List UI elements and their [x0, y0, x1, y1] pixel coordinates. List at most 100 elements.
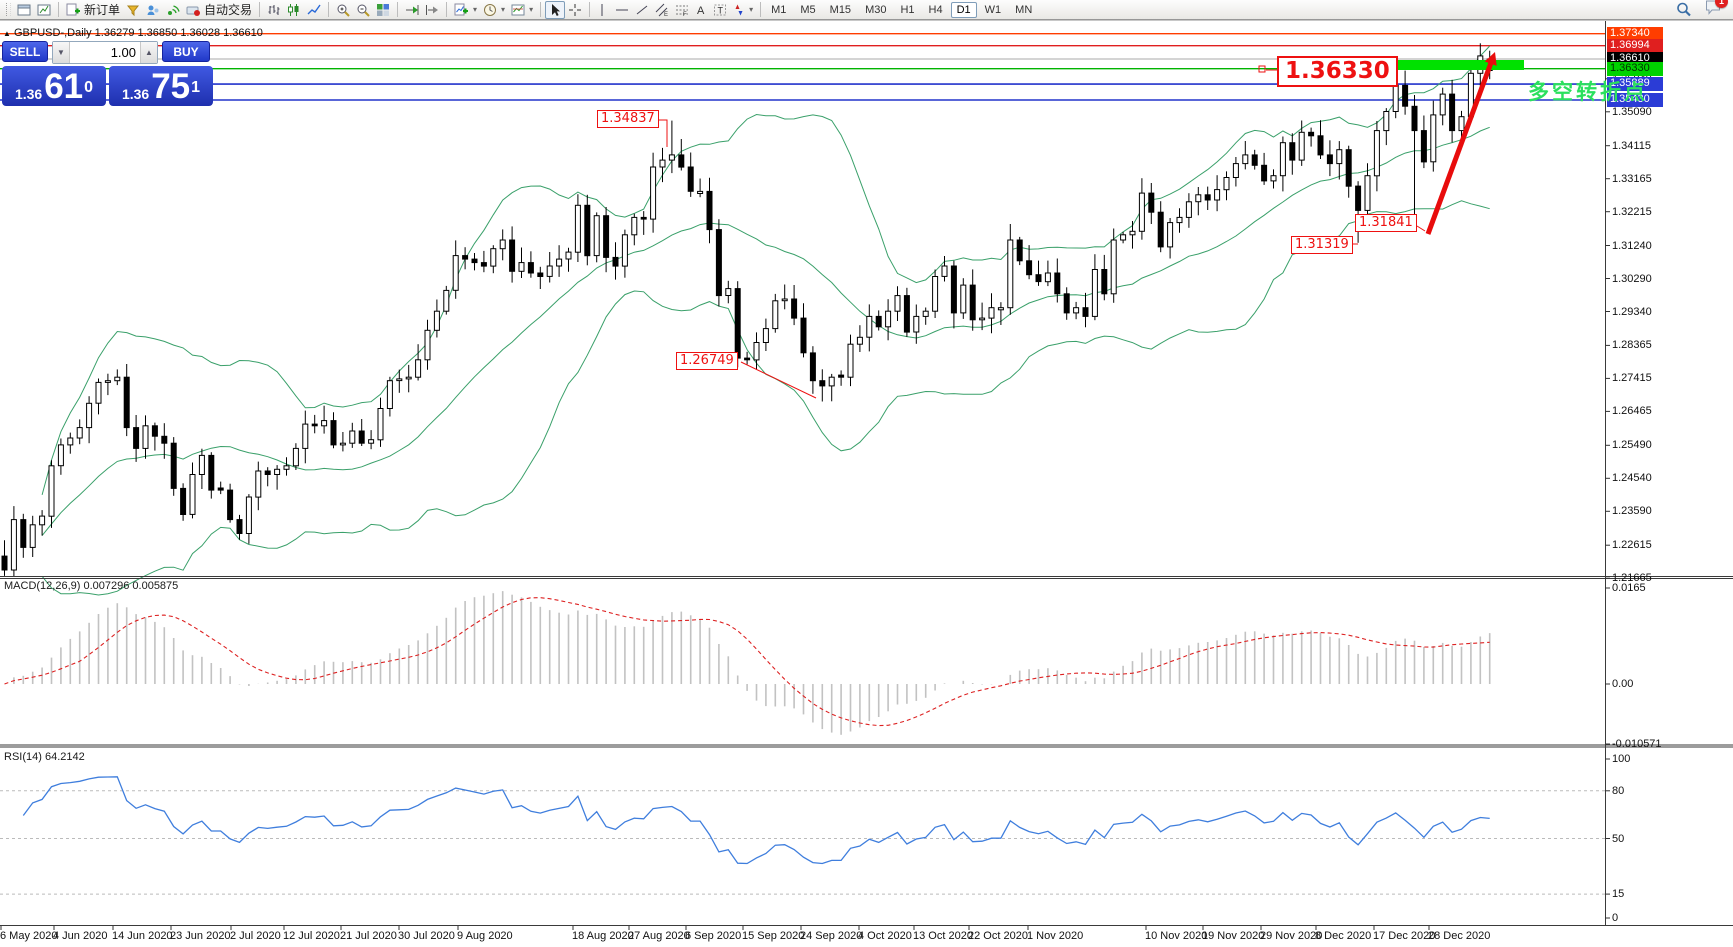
- rsi-tick-15: 15: [1612, 888, 1625, 901]
- trend-arrow: [1425, 58, 1495, 235]
- macd-label: MACD(12,26,9) 0.007296 0.005875: [4, 580, 179, 592]
- new-order-button[interactable]: 新订单: [63, 1, 123, 19]
- timeframe-button-MN[interactable]: MN: [1009, 2, 1038, 18]
- price-tick-1.22615: 1.22615: [1612, 539, 1652, 552]
- arrows-icon: [733, 3, 745, 17]
- annotation-level-1-36330[interactable]: 1.36330: [1277, 56, 1398, 87]
- horizontal-line-icon: [615, 3, 629, 17]
- date-label: 8 Dec 2020: [1315, 930, 1372, 942]
- separator: [540, 2, 542, 17]
- tile-windows-icon: [376, 3, 390, 17]
- zoom-out-button[interactable]: [353, 1, 373, 19]
- text-button[interactable]: A: [692, 1, 710, 19]
- timeframe-button-M1[interactable]: M1: [765, 2, 792, 18]
- volume-decrease-button[interactable]: ▼: [53, 42, 70, 63]
- buy-button[interactable]: BUY: [162, 41, 210, 62]
- price-tick-1.27415: 1.27415: [1612, 372, 1652, 385]
- auto-trading-button[interactable]: 自动交易: [183, 1, 255, 19]
- timeframe-button-H4[interactable]: H4: [923, 2, 949, 18]
- rsi-tick-80: 80: [1612, 784, 1625, 797]
- rsi-line: [22, 776, 1490, 865]
- signals-button[interactable]: [163, 1, 183, 19]
- periods-button[interactable]: ▾: [480, 1, 508, 19]
- date-label: 24 Sep 2020: [800, 930, 863, 942]
- bar-chart-button[interactable]: [264, 1, 284, 19]
- zoom-in-button[interactable]: [333, 1, 353, 19]
- date-label: 30 Jul 2020: [398, 930, 455, 942]
- auto-scroll-button[interactable]: [402, 1, 422, 19]
- new-chart-button[interactable]: [14, 1, 34, 19]
- rsi-tick-0: 0: [1612, 912, 1619, 924]
- chart-shift-button[interactable]: [422, 1, 442, 19]
- bollinger-upper: [41, 45, 1491, 496]
- annotation-turning-point-text[interactable]: 多空转折点: [1528, 81, 1648, 104]
- price-tick-1.35090: 1.35090: [1612, 105, 1652, 118]
- profiles-button[interactable]: [34, 1, 54, 19]
- window-collapse-icon[interactable]: ▲: [3, 29, 11, 38]
- svg-text:F: F: [683, 12, 687, 17]
- cursor-button[interactable]: [545, 0, 566, 19]
- bar-chart-icon: [267, 3, 281, 17]
- volume-increase-button[interactable]: ▲: [140, 42, 157, 63]
- price-tick-1.33165: 1.33165: [1612, 172, 1652, 185]
- price-tick-1.32215: 1.32215: [1612, 205, 1652, 218]
- sell-price-display[interactable]: 1.36 61 0: [2, 66, 106, 106]
- text-label-icon: T: [713, 3, 727, 17]
- horizontal-line-button[interactable]: [612, 1, 632, 19]
- separator: [760, 2, 762, 17]
- timeframe-button-M30[interactable]: M30: [859, 2, 892, 18]
- chevron-down-icon: ▾: [473, 5, 478, 14]
- line-chart-button[interactable]: [304, 1, 324, 19]
- price-tick-1.26465: 1.26465: [1612, 405, 1652, 418]
- text-label-button[interactable]: T: [710, 1, 730, 19]
- notifications-button[interactable]: 1: [1705, 0, 1728, 20]
- chart-preview-icon: [37, 3, 51, 17]
- chart-window-icon: [17, 3, 31, 17]
- tile-windows-button[interactable]: [373, 1, 393, 19]
- separator: [328, 2, 330, 17]
- sell-button[interactable]: SELL: [2, 41, 48, 62]
- buy-price-sup: 1: [191, 79, 201, 96]
- new-order-icon: [66, 3, 81, 17]
- candlestick-icon: [287, 3, 301, 17]
- svg-text:A: A: [697, 5, 705, 17]
- timeframe-button-M15[interactable]: M15: [824, 2, 857, 18]
- date-label: 4 Oct 2020: [858, 930, 912, 942]
- annotation-high-1-34837[interactable]: 1.34837: [597, 110, 659, 128]
- volume-stepper: ▼ ▲: [52, 41, 158, 64]
- date-label: 27 Aug 2020: [628, 930, 690, 942]
- arrows-button[interactable]: ▾: [730, 1, 756, 19]
- candlestick-button[interactable]: [284, 1, 304, 19]
- annotation-low-1-26749[interactable]: 1.26749: [676, 352, 738, 370]
- buy-price-display[interactable]: 1.36 75 1: [109, 66, 213, 106]
- price-tick-1.31240: 1.31240: [1612, 239, 1652, 252]
- timeframe-button-W1[interactable]: W1: [979, 2, 1008, 18]
- search-icon: [1676, 2, 1692, 18]
- timeframe-button-M5[interactable]: M5: [794, 2, 821, 18]
- community-button[interactable]: [143, 1, 163, 19]
- channel-button[interactable]: E: [652, 1, 672, 19]
- crosshair-button[interactable]: [565, 1, 585, 19]
- funnel-icon: [126, 3, 140, 17]
- templates-icon: [511, 3, 525, 17]
- fibonacci-button[interactable]: F: [672, 1, 692, 19]
- date-label: 6 Sep 2020: [685, 930, 742, 942]
- auto-trading-icon: [186, 3, 201, 17]
- vertical-line-button[interactable]: [594, 1, 612, 19]
- trendline-button[interactable]: [632, 1, 652, 19]
- buy-price-big: 75: [151, 67, 191, 106]
- trendline-icon: [635, 3, 649, 17]
- search-button[interactable]: [1673, 1, 1695, 19]
- date-label: 28 Dec 2020: [1428, 930, 1491, 942]
- volume-input[interactable]: [70, 43, 140, 62]
- annotation-low-1-31841[interactable]: 1.31841: [1355, 214, 1417, 232]
- metaeditor-button[interactable]: [123, 1, 143, 19]
- timeframe-button-H1[interactable]: H1: [894, 2, 920, 18]
- templates-button[interactable]: ▾: [508, 1, 536, 19]
- date-label: 12 Jul 2020: [283, 930, 340, 942]
- timeframe-button-D1[interactable]: D1: [950, 1, 977, 18]
- indicators-button[interactable]: ▾: [451, 1, 480, 19]
- annotation-low-1-31319[interactable]: 1.31319: [1291, 236, 1353, 254]
- support-zone-rect: [1352, 60, 1524, 70]
